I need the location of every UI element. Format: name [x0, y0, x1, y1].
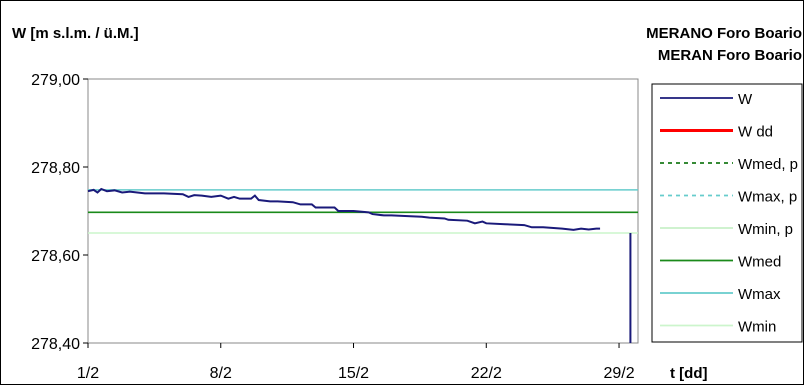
- x-tick-label: 15/2: [338, 365, 369, 382]
- y-tick-label: 278,60: [31, 248, 80, 265]
- legend-label: Wmax, p: [738, 189, 797, 206]
- series-w-line: [87, 187, 601, 231]
- station-title-line1: MERANO Foro Boario: [646, 25, 802, 42]
- legend: W W dd Wmed, p Wmax, p Wmin, p Wmed Wmax Wmin: [660, 91, 798, 336]
- legend-label: Wmin, p: [738, 221, 793, 238]
- y-tick-label: 279,00: [31, 72, 80, 89]
- x-tick-label: 1/2: [77, 365, 99, 382]
- station-title-line2: MERAN Foro Boario: [658, 47, 802, 64]
- y-tick-label: 278,80: [31, 160, 80, 177]
- legend-box: [651, 83, 803, 343]
- y-tick-label: 278,40: [31, 336, 80, 353]
- legend-label: W: [738, 91, 753, 108]
- x-axis-ticks: 1/2 8/2 15/2 22/2 29/2: [77, 343, 635, 382]
- legend-label: Wmin: [738, 319, 776, 336]
- x-tick-label: 22/2: [471, 365, 502, 382]
- y-axis-title: W [m s.l.m. / ü.M.]: [12, 25, 139, 42]
- y-axis-ticks: 278,40 278,60 278,80 279,00: [31, 72, 88, 353]
- x-axis-title: t [dd]: [670, 365, 707, 382]
- legend-label: Wmax: [738, 286, 781, 303]
- legend-label: W dd: [738, 124, 773, 141]
- x-tick-label: 29/2: [603, 365, 634, 382]
- series-layer: [87, 187, 638, 343]
- x-tick-label: 8/2: [210, 365, 232, 382]
- legend-label: Wmed: [738, 254, 781, 271]
- legend-label: Wmed, p: [738, 156, 798, 173]
